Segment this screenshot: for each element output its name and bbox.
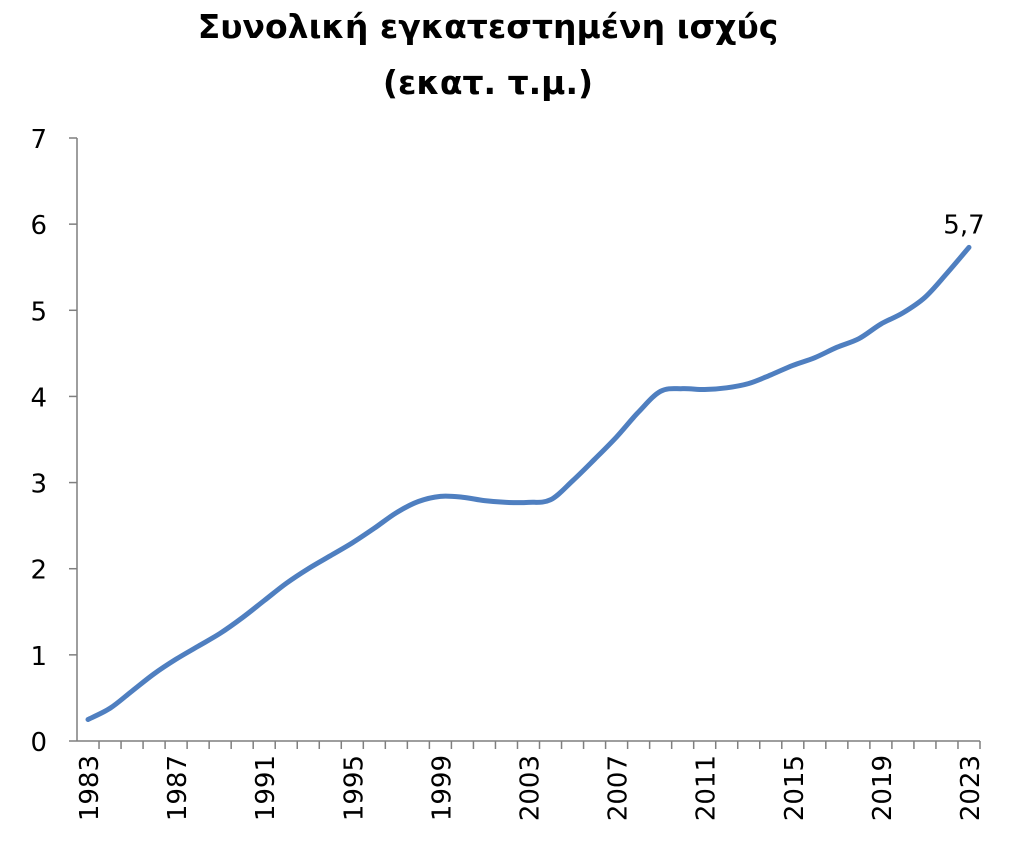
y-tick-label: 3	[30, 470, 47, 500]
x-tick-label: 1995	[339, 755, 369, 821]
y-tick-label: 2	[30, 556, 47, 586]
x-tick-label: 2011	[692, 755, 722, 821]
x-tick-label: 2003	[516, 755, 546, 821]
x-tick-label: 1983	[75, 755, 105, 821]
y-tick-label: 6	[30, 211, 47, 241]
data-label: 5,7	[943, 210, 984, 240]
chart-title: Συνολική εγκατεστημένη ισχύς	[198, 7, 779, 46]
x-tick-label: 2015	[780, 755, 810, 821]
y-tick-label: 7	[30, 125, 47, 155]
x-tick-label: 1987	[163, 755, 193, 821]
chart-title: (εκατ. τ.μ.)	[383, 63, 593, 102]
line	[85, 244, 972, 722]
x-tick-label: 1999	[427, 755, 457, 821]
y-tick-label: 4	[30, 383, 47, 413]
y-tick-label: 1	[30, 642, 47, 672]
x-tick-label: 1991	[251, 755, 281, 821]
x-tick-label: 2019	[868, 755, 898, 821]
y-tick-label: 0	[30, 728, 47, 758]
x-tick-label: 2023	[956, 755, 986, 821]
x-tick-label: 2007	[604, 755, 634, 821]
y-tick-label: 5	[30, 297, 47, 327]
